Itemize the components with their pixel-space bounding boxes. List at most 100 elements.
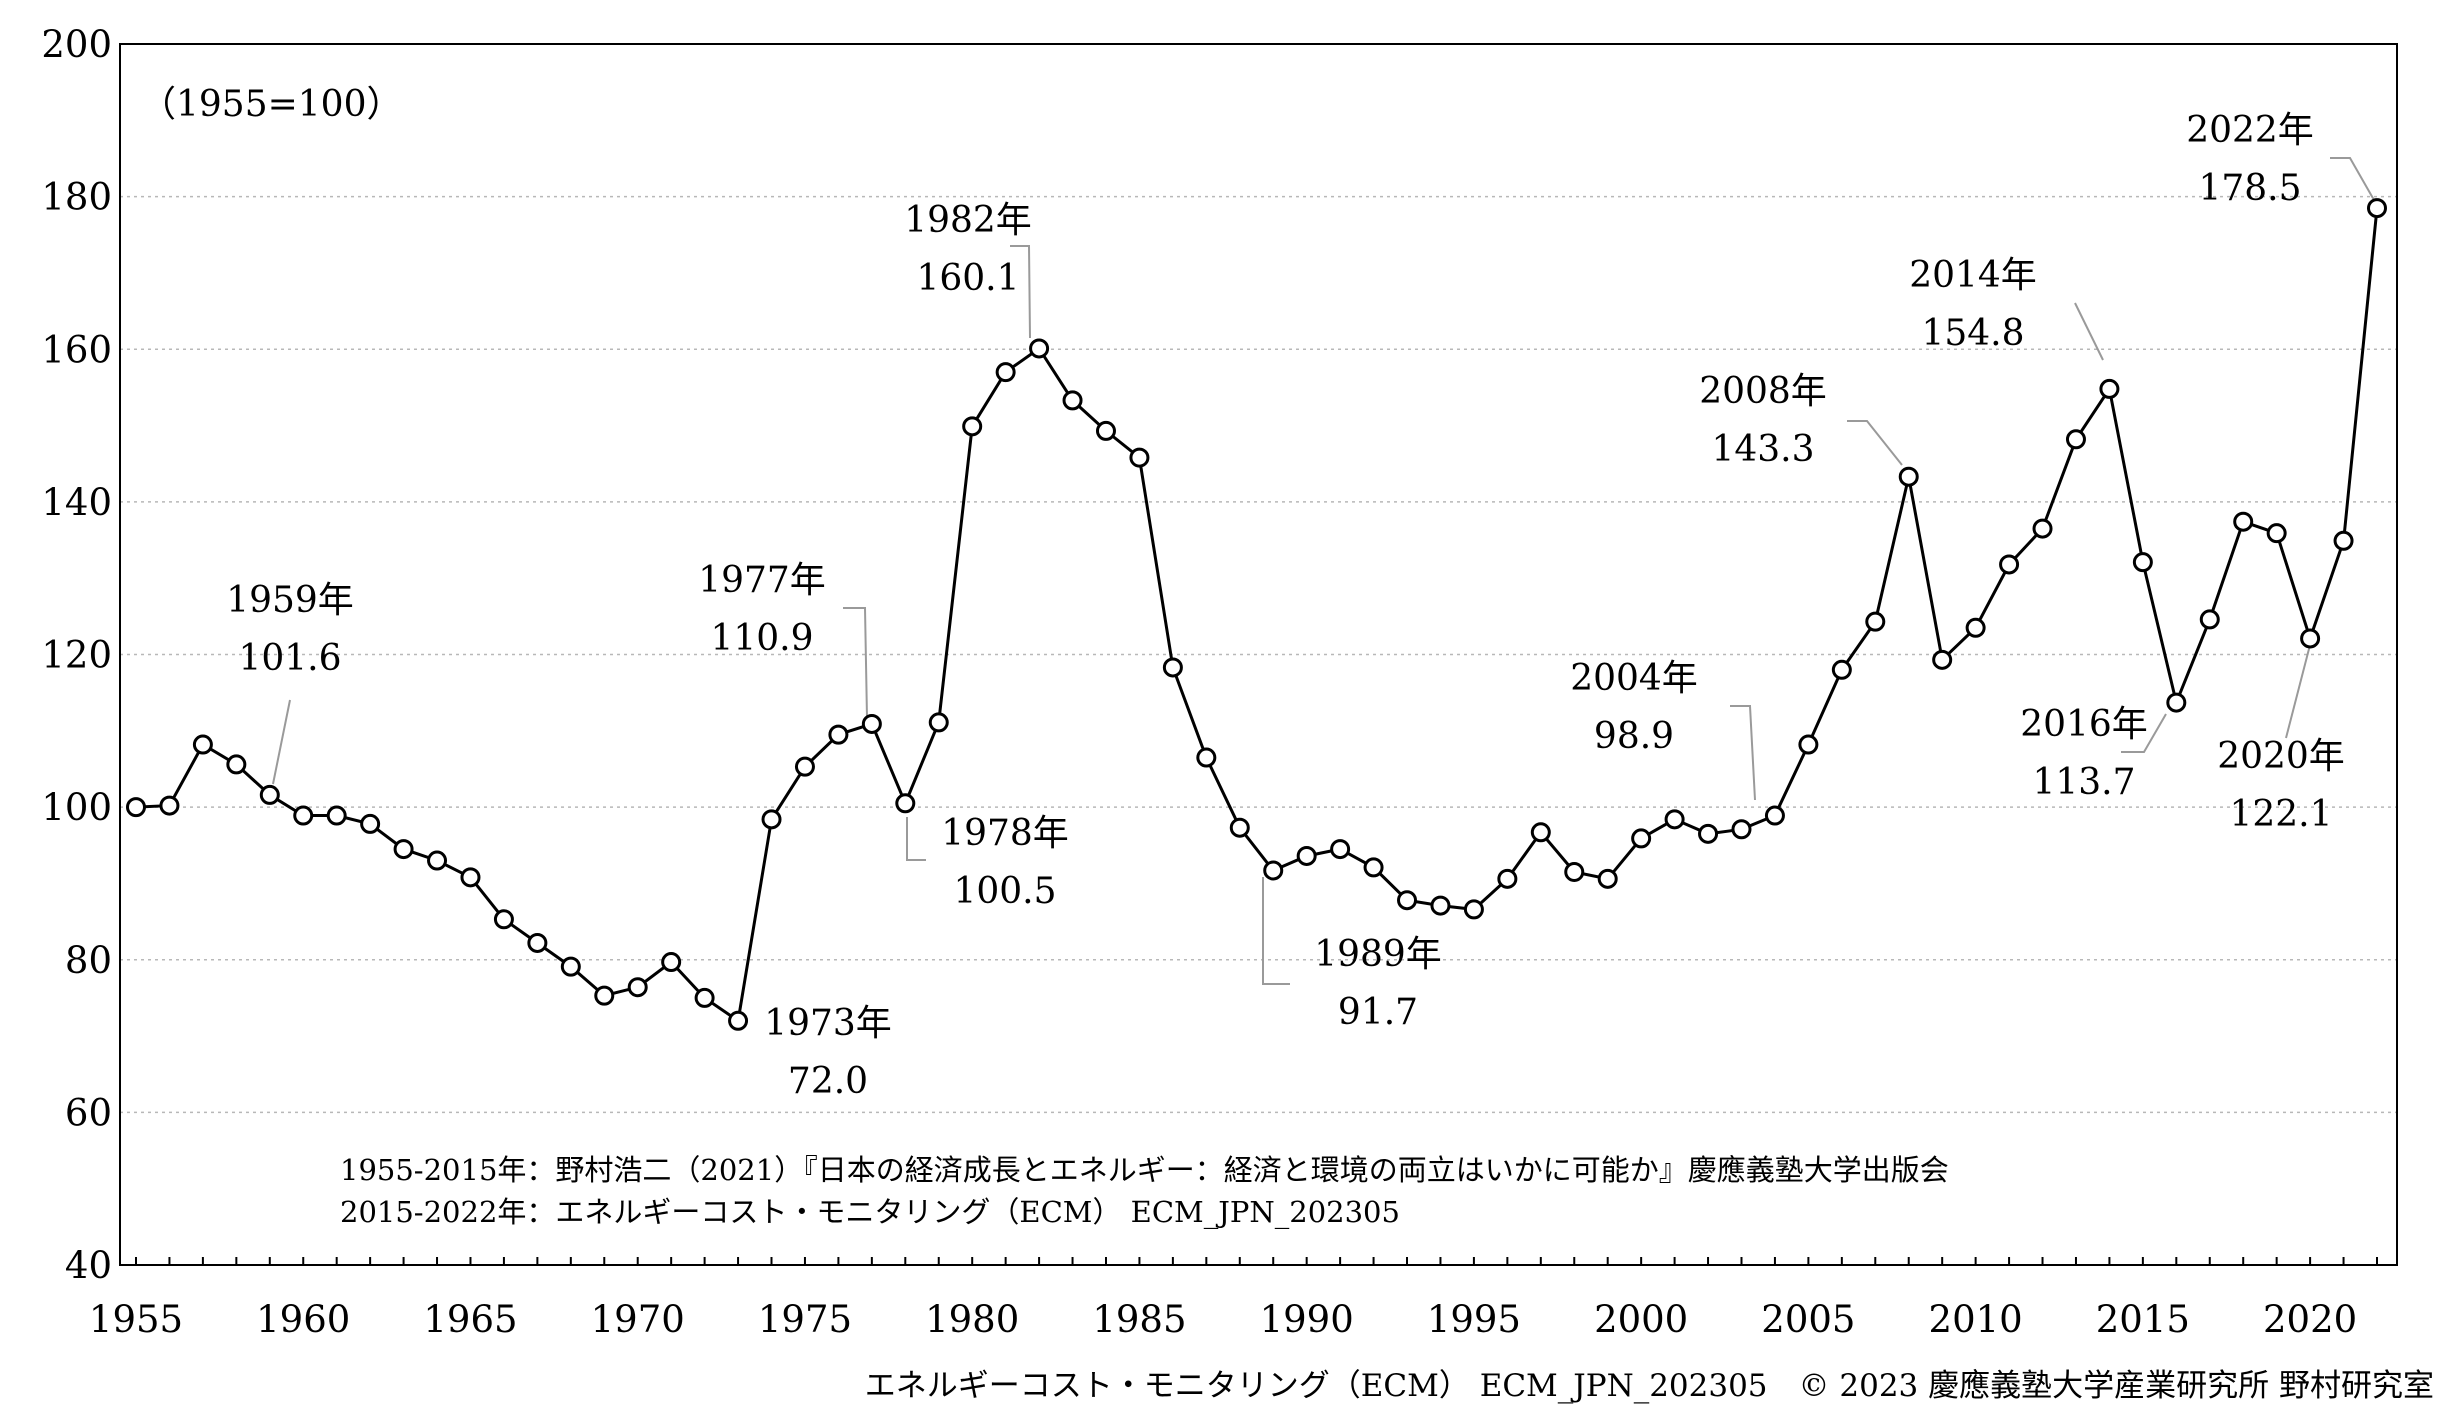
data-point — [627, 977, 648, 998]
data-point — [594, 985, 615, 1006]
series — [135, 207, 2379, 1024]
annotation-year: 2016年 — [2020, 704, 2148, 745]
data-point — [794, 756, 815, 777]
annotation-value: 143.3 — [1711, 429, 1814, 470]
data-point — [1196, 747, 1217, 768]
data-point — [1129, 447, 1150, 468]
data-point — [661, 952, 682, 973]
annotation-value: 178.5 — [2198, 168, 2301, 209]
data-point — [828, 724, 849, 745]
y-tick-label: 200 — [41, 23, 112, 66]
annotation-year: 1982年 — [904, 200, 1032, 241]
annotation-year: 2020年 — [2217, 736, 2345, 777]
data-point — [728, 1010, 749, 1031]
x-tick-label: 1970 — [591, 1298, 685, 1341]
index-note: （1955=100） — [140, 84, 403, 125]
x-tick-label: 1985 — [1092, 1298, 1186, 1341]
annotation-labels: 1959年 101.6 1973年 72.0 1977年 110.9 1978年 100.5 1… — [226, 110, 2345, 1102]
annotation-leader — [1010, 245, 1031, 339]
data-point — [2099, 378, 2120, 399]
data-point — [2333, 530, 2354, 551]
data-point — [226, 754, 247, 775]
data-point — [493, 909, 514, 930]
data-point — [326, 805, 347, 826]
series-line — [135, 207, 2379, 1024]
annotation-year: 2004年 — [1570, 658, 1698, 699]
annotation-year: 1973年 — [764, 1003, 892, 1044]
y-tick-label: 100 — [41, 786, 112, 829]
data-point — [1597, 868, 1618, 889]
data-point — [1932, 649, 1953, 670]
data-point — [1397, 890, 1418, 911]
data-point — [1330, 839, 1351, 860]
x-tick-label: 1965 — [423, 1298, 517, 1341]
annotation-leader — [906, 817, 926, 861]
x-tick-label: 1955 — [89, 1298, 183, 1341]
x-tick-label: 1975 — [758, 1298, 852, 1341]
x-tick-label: 1960 — [256, 1298, 350, 1341]
x-tick-label: 1990 — [1260, 1298, 1354, 1341]
annotation-value: 101.6 — [238, 638, 341, 679]
data-point — [1664, 809, 1685, 830]
data-point — [1564, 861, 1585, 882]
plot-frame — [119, 43, 2398, 1266]
data-point — [962, 416, 983, 437]
data-point — [1497, 868, 1518, 889]
data-point — [1029, 338, 1050, 359]
y-tick-label: 60 — [65, 1091, 112, 1134]
data-point — [2266, 523, 2287, 544]
annotation-leader — [1847, 420, 1903, 466]
gridlines — [120, 195, 2397, 1114]
x-tick-label: 1980 — [925, 1298, 1019, 1341]
data-point — [360, 813, 381, 834]
data-point — [1764, 805, 1785, 826]
data-point — [2132, 552, 2153, 573]
annotation-year: 2014年 — [1909, 255, 2037, 296]
y-tick-label: 180 — [41, 176, 112, 219]
x-tick-label: 2005 — [1761, 1298, 1855, 1341]
annotation-value: 110.9 — [710, 618, 813, 659]
data-point — [126, 797, 146, 818]
data-point — [761, 809, 782, 830]
data-point — [1965, 617, 1986, 638]
annotation-year: 1977年 — [698, 560, 826, 601]
data-point — [427, 850, 448, 871]
y-tick-label: 80 — [65, 939, 112, 982]
annotation-leader — [843, 607, 868, 719]
annotation-year: 1989年 — [1314, 934, 1442, 975]
data-point — [928, 712, 949, 733]
data-point — [1463, 899, 1484, 920]
data-points — [126, 198, 2387, 1031]
annotation-year: 2008年 — [1699, 371, 1827, 412]
data-point — [1062, 390, 1083, 411]
data-point — [2199, 609, 2220, 630]
annotation-year: 1978年 — [941, 813, 1069, 854]
data-point — [861, 713, 882, 734]
y-tick-label: 40 — [65, 1244, 112, 1287]
data-point — [694, 987, 715, 1008]
data-point — [2065, 429, 2086, 450]
data-point — [1296, 845, 1317, 866]
data-point — [1731, 819, 1752, 840]
annotation-value: 122.1 — [2229, 794, 2332, 835]
annotation-leader — [2121, 713, 2167, 753]
annotation-leaders — [272, 157, 2375, 985]
annotation-value: 72.0 — [788, 1061, 868, 1102]
data-point — [1430, 895, 1451, 916]
data-point — [1631, 828, 1652, 849]
annotation-leader — [2074, 302, 2104, 361]
data-point — [460, 867, 481, 888]
y-tick-label: 160 — [41, 328, 112, 371]
data-point — [159, 795, 180, 816]
x-tick-label: 1995 — [1427, 1298, 1521, 1341]
data-point — [192, 734, 213, 755]
data-point — [393, 839, 414, 860]
annotation-leader — [272, 699, 291, 785]
data-point — [2032, 518, 2053, 539]
x-tick-label: 2020 — [2263, 1298, 2357, 1341]
footer-credit: エネルギーコスト・モニタリング（ECM） ECM_JPN_202305 © 20… — [865, 1368, 2434, 1404]
annotation-leader — [1730, 705, 1756, 801]
source-note-1: 1955-2015年：野村浩二（2021）『日本の経済成長とエネルギー：経済と環… — [340, 1153, 1949, 1187]
annotation-leader — [2285, 644, 2311, 739]
annotation-value: 100.5 — [953, 871, 1056, 912]
